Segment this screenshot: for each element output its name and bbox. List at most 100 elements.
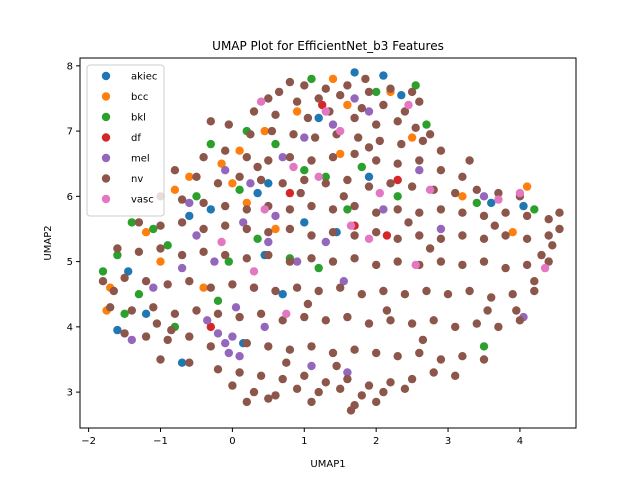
point-bkl	[530, 205, 539, 214]
point-nv	[379, 387, 388, 397]
point-nv	[397, 139, 406, 149]
point-akiec	[314, 113, 323, 123]
point-nv	[364, 87, 374, 97]
point-nv	[199, 153, 208, 162]
point-nv	[249, 107, 259, 116]
point-nv	[321, 179, 330, 188]
point-nv	[472, 319, 481, 328]
point-mel	[192, 231, 201, 240]
point-nv	[357, 391, 366, 400]
point-nv	[221, 201, 230, 211]
point-akiec	[397, 91, 406, 100]
point-bkl	[98, 267, 108, 276]
point-bcc	[141, 228, 151, 237]
point-nv	[501, 263, 510, 273]
point-nv	[271, 110, 280, 120]
point-nv	[415, 97, 424, 106]
point-nv	[407, 374, 417, 384]
point-nv	[548, 241, 557, 250]
series-vasc	[217, 97, 550, 318]
point-bkl	[213, 296, 223, 305]
point-nv	[479, 211, 489, 221]
point-nv	[278, 179, 287, 188]
point-vasc	[425, 185, 435, 194]
point-nv	[328, 153, 338, 162]
point-bcc	[260, 126, 269, 136]
point-bkl	[253, 234, 262, 243]
point-nv	[436, 257, 446, 266]
point-akiec	[519, 201, 528, 211]
legend-marker-bcc	[101, 92, 111, 101]
point-bkl	[127, 218, 136, 227]
point-nv	[415, 208, 424, 217]
legend-label-bcc: bcc	[131, 92, 148, 103]
point-mel	[307, 361, 316, 371]
point-nv	[249, 387, 259, 397]
point-nv	[242, 254, 251, 263]
point-mel	[228, 332, 237, 341]
point-nv	[379, 100, 388, 110]
legend-label-nv: nv	[131, 174, 143, 185]
point-mel	[328, 120, 338, 129]
point-nv	[221, 146, 230, 155]
point-nv	[285, 77, 295, 87]
point-bkl	[479, 342, 489, 351]
point-nv	[289, 130, 298, 139]
point-nv	[555, 208, 564, 217]
point-nv	[264, 394, 273, 403]
point-mel	[260, 322, 269, 332]
point-nv	[206, 283, 215, 292]
point-bcc	[336, 149, 345, 159]
point-nv	[336, 384, 345, 393]
point-akiec	[379, 71, 388, 80]
point-bkl	[411, 81, 420, 90]
point-mel	[321, 237, 330, 247]
point-nv	[458, 260, 467, 270]
point-nv	[487, 293, 496, 302]
point-nv	[425, 130, 435, 139]
point-mel	[224, 348, 233, 358]
point-bkl	[321, 172, 330, 181]
point-nv	[343, 312, 352, 322]
point-nv	[386, 316, 395, 325]
point-mel	[436, 224, 446, 234]
point-nv	[522, 234, 532, 243]
point-nv	[285, 224, 295, 234]
point-nv	[177, 218, 187, 227]
point-nv	[249, 283, 259, 292]
point-nv	[300, 175, 309, 185]
point-bcc	[522, 182, 532, 191]
point-mel	[149, 283, 158, 292]
legend-box	[86, 64, 165, 217]
point-nv	[256, 175, 266, 185]
point-nv	[278, 374, 287, 384]
point-mel	[479, 192, 489, 201]
point-nv	[106, 303, 115, 312]
point-nv	[451, 188, 460, 198]
point-nv	[364, 182, 374, 191]
point-nv	[242, 339, 251, 348]
plot-area	[79, 57, 577, 429]
point-nv	[364, 381, 374, 390]
point-mel	[300, 133, 309, 142]
point-nv	[479, 257, 489, 266]
point-nv	[321, 84, 330, 93]
point-bkl	[372, 87, 381, 97]
point-nv	[221, 250, 230, 260]
legend-label-df: df	[131, 133, 141, 144]
point-bkl	[343, 205, 352, 214]
x-tick-label: −2	[81, 436, 96, 447]
point-mel	[264, 237, 273, 247]
point-bkl	[393, 192, 402, 201]
legend: akiec bcc bkl df mel nv vasc	[86, 64, 165, 217]
point-akiec	[487, 198, 496, 208]
point-akiec	[364, 172, 374, 181]
point-nv	[372, 397, 381, 407]
point-vasc	[540, 263, 550, 273]
point-bcc	[217, 159, 226, 168]
point-nv	[321, 316, 330, 325]
point-nv	[400, 290, 410, 299]
y-tick-label: 7	[67, 127, 73, 138]
point-bkl	[235, 185, 244, 194]
point-nv	[364, 319, 374, 328]
